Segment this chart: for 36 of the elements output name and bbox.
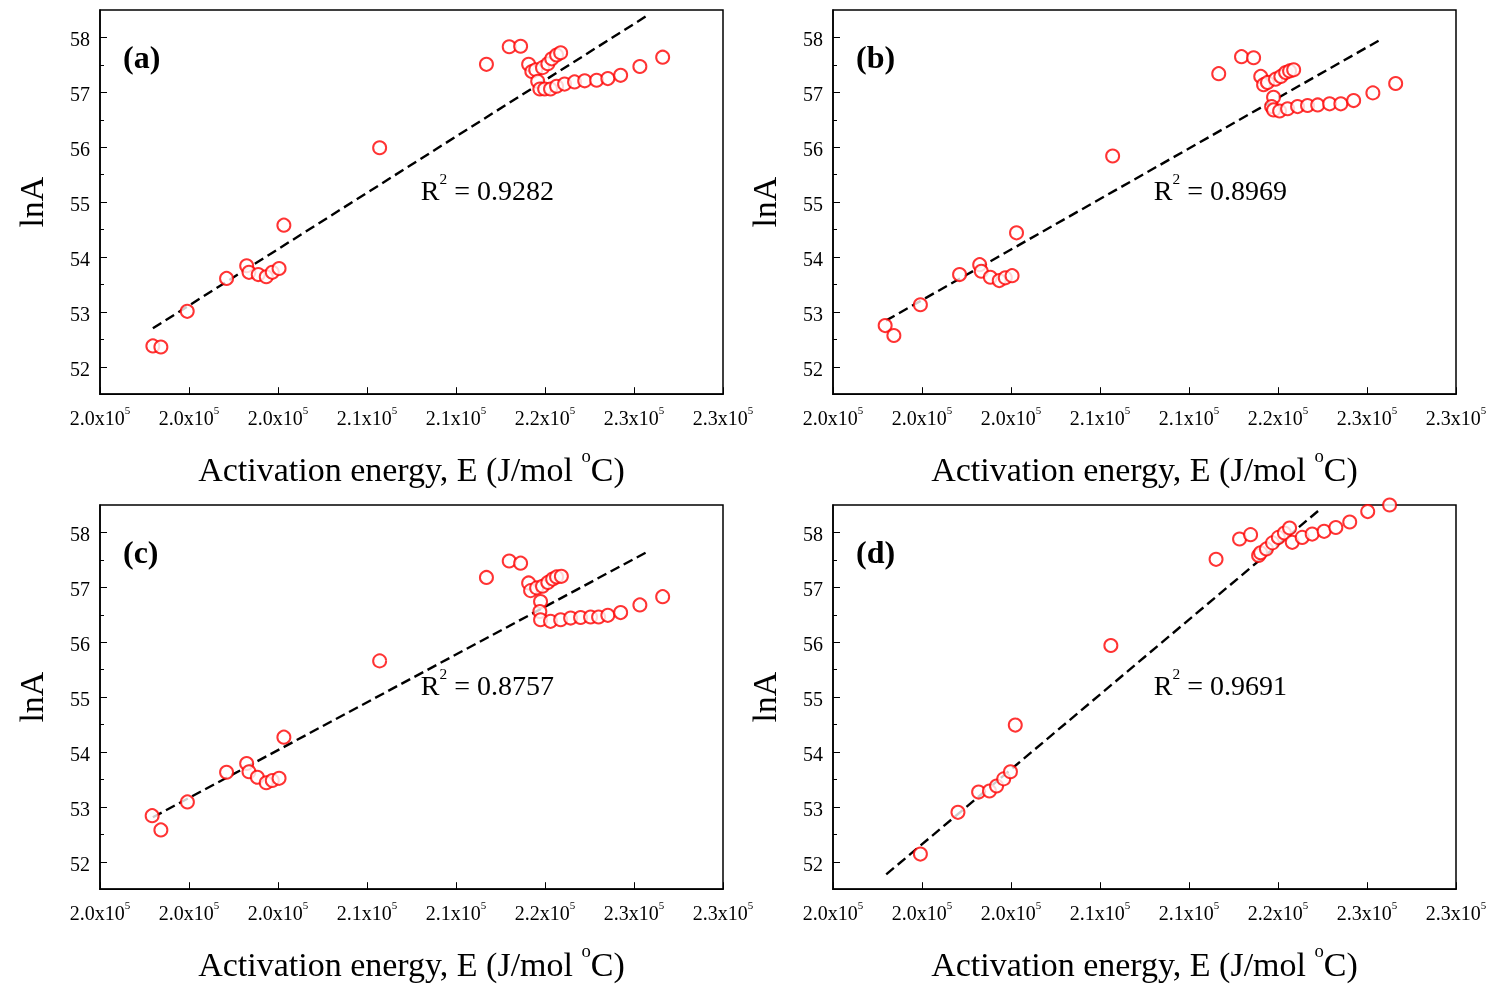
text: (b) <box>856 39 896 76</box>
y-tick-label: 54 <box>70 742 90 765</box>
y-tick-label: 52 <box>70 357 90 380</box>
y-tick-label: 53 <box>70 797 90 820</box>
y-tick-label: 58 <box>803 523 823 546</box>
y-tick-label: 58 <box>70 28 90 51</box>
y-tick-label: 57 <box>70 578 90 601</box>
y-tick-label: 55 <box>70 193 90 216</box>
y-tick-label: 54 <box>803 247 823 270</box>
y-tick-label: 54 <box>803 742 823 765</box>
y-axis-title: lnA <box>745 176 783 228</box>
y-tick-label: 53 <box>70 302 90 325</box>
y-tick-label: 52 <box>803 357 823 380</box>
y-axis-title: lnA <box>12 671 50 723</box>
y-tick-label: 56 <box>70 138 90 161</box>
text: (d) <box>856 534 896 571</box>
y-tick-label: 57 <box>803 83 823 106</box>
y-tick-label: 55 <box>803 193 823 216</box>
text: (c) <box>123 534 159 571</box>
y-tick-label: 55 <box>70 688 90 711</box>
y-tick-label: 52 <box>803 852 823 875</box>
y-tick-label: 57 <box>70 83 90 106</box>
y-tick-label: 58 <box>70 523 90 546</box>
y-axis-title: lnA <box>745 671 783 723</box>
y-tick-label: 57 <box>803 578 823 601</box>
y-tick-label: 56 <box>803 138 823 161</box>
text: (a) <box>123 39 161 76</box>
y-tick-label: 56 <box>70 633 90 656</box>
y-tick-label: 53 <box>803 302 823 325</box>
y-tick-label: 54 <box>70 247 90 270</box>
y-axis-title: lnA <box>12 176 50 228</box>
y-tick-label: 52 <box>70 852 90 875</box>
y-tick-label: 55 <box>803 688 823 711</box>
y-tick-label: 56 <box>803 633 823 656</box>
y-tick-label: 58 <box>803 28 823 51</box>
y-tick-label: 53 <box>803 797 823 820</box>
